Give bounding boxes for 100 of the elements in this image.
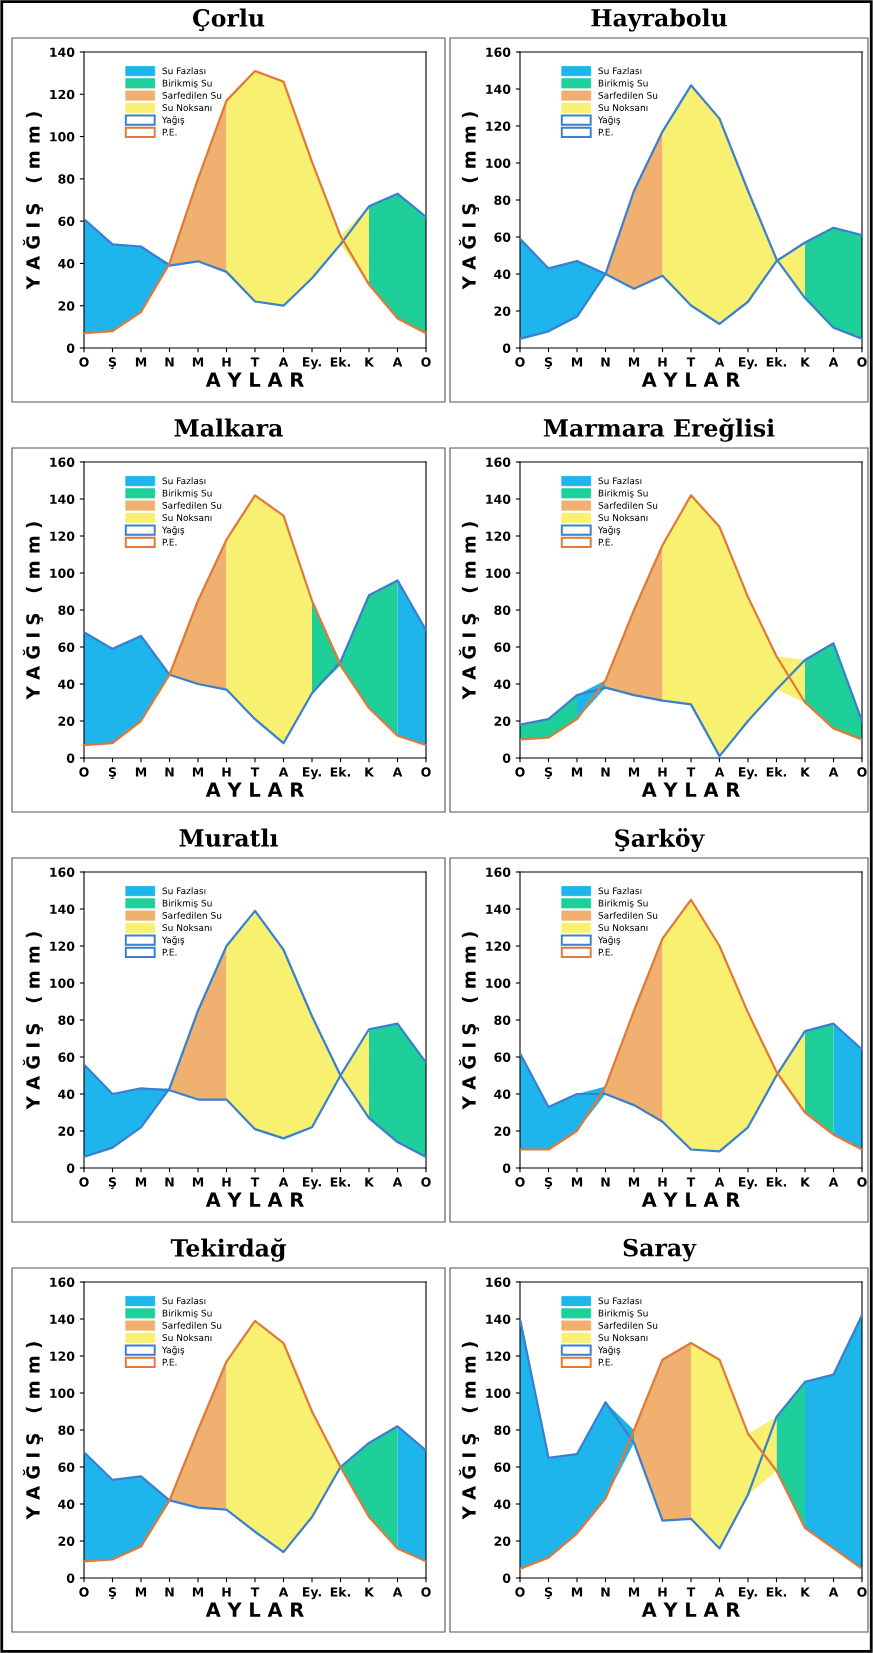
y-tick-label: 0 — [66, 753, 75, 763]
x-tick-label: Ş — [544, 1587, 553, 1599]
y-tick-label: 60 — [58, 1462, 75, 1472]
x-axis-title: A Y L A R — [205, 782, 304, 797]
x-tick-label: A — [828, 357, 839, 367]
x-tick-label: M — [571, 1587, 583, 1597]
x-tick-label: M — [135, 357, 147, 367]
y-tick-label: 120 — [50, 941, 75, 951]
x-tick-label: K — [801, 1587, 811, 1597]
x-tick-label: O — [79, 357, 89, 367]
x-tick-label: T — [250, 767, 260, 777]
legend-label: Su Noksanı — [598, 1334, 648, 1342]
line-series — [84, 909, 426, 1159]
x-tick-label: M — [135, 767, 147, 777]
x-tick-label: Ş — [544, 357, 553, 369]
line-series — [84, 69, 426, 335]
legend-label: Su Noksanı — [598, 514, 648, 522]
y-axis-title: Y A Ğ I Ş ( m m ) — [22, 932, 44, 1110]
y-tick-label: 120 — [50, 1351, 75, 1361]
x-axis-title: A Y L A R — [205, 1602, 304, 1617]
x-tick-label: A — [714, 1587, 725, 1597]
y-tick-label: 0 — [502, 753, 511, 763]
chart-title: Malkara — [174, 418, 283, 437]
x-tick-label: M — [192, 1587, 204, 1597]
y-tick-label: 40 — [494, 679, 511, 689]
x-tick-label: T — [686, 357, 696, 367]
x-tick-label: N — [601, 1587, 610, 1597]
y-tick-label: 40 — [58, 679, 75, 689]
y-tick-label: 120 — [486, 941, 511, 951]
x-tick-label: O — [515, 1177, 525, 1187]
y-tick-label: 40 — [58, 1499, 75, 1509]
x-tick-label: O — [857, 357, 867, 367]
x-tick-label: A — [392, 1587, 403, 1597]
y-tick-label: 40 — [494, 269, 511, 279]
x-tick-label: K — [801, 1177, 811, 1187]
y-tick-label: 140 — [50, 904, 75, 914]
chart-title: Muratlı — [179, 828, 278, 847]
legend-label: Yağış — [597, 1346, 621, 1356]
x-tick-label: A — [828, 767, 839, 777]
x-tick-label: O — [857, 767, 867, 777]
chart-title: Saray — [623, 1238, 697, 1262]
line-series — [84, 1319, 426, 1563]
x-tick-label: H — [658, 767, 667, 777]
y-tick-label: 0 — [502, 1163, 511, 1173]
legend-label: Sarfedilen Su — [162, 91, 222, 99]
x-tick-label: A — [278, 767, 289, 777]
chart-title: Hayrabolu — [591, 8, 727, 32]
x-tick-label: A — [278, 1177, 289, 1187]
y-axis-title: Y A Ğ I Ş ( m m ) — [458, 522, 480, 700]
legend-label: Sarfedilen Su — [162, 501, 222, 509]
x-tick-label: M — [135, 1177, 147, 1187]
y-tick-label: 20 — [58, 1126, 75, 1136]
x-tick-label: M — [571, 357, 583, 367]
y-tick-label: 80 — [58, 1425, 75, 1435]
x-tick-label: N — [165, 767, 174, 777]
x-tick-label: A — [392, 767, 403, 777]
x-tick-label: O — [79, 1177, 89, 1187]
y-tick-label: 100 — [486, 158, 511, 168]
x-axis-title: A Y L A R — [641, 1192, 740, 1207]
x-tick-label: T — [686, 1587, 696, 1597]
x-tick-label: Ey. — [739, 767, 757, 780]
legend-label: Su Fazlası — [598, 887, 642, 895]
y-tick-label: 40 — [58, 1089, 75, 1099]
y-tick-label: 20 — [494, 716, 511, 726]
x-tick-label: T — [686, 1177, 696, 1187]
y-tick-label: 120 — [486, 1351, 511, 1361]
y-tick-label: 160 — [486, 47, 511, 57]
y-tick-label: 140 — [50, 47, 75, 57]
x-tick-label: Ek. — [330, 1587, 351, 1597]
legend-label: P.E. — [598, 128, 613, 136]
x-axis-title: A Y L A R — [205, 1192, 304, 1207]
legend-label: Birikmiş Su — [598, 899, 648, 909]
legend-label: Sarfedilen Su — [162, 911, 222, 919]
legend-label: Su Noksanı — [162, 104, 212, 112]
x-tick-label: T — [686, 767, 696, 777]
y-tick-label: 80 — [494, 1015, 511, 1025]
y-tick-label: 100 — [50, 568, 75, 578]
y-tick-label: 0 — [502, 1573, 511, 1583]
x-axis-title: A Y L A R — [641, 1602, 740, 1617]
x-tick-label: M — [135, 1587, 147, 1597]
y-tick-label: 60 — [494, 1052, 511, 1062]
x-tick-label: Ş — [108, 357, 117, 369]
legend-label: Sarfedilen Su — [598, 91, 658, 99]
x-tick-label: M — [628, 1177, 640, 1187]
x-tick-label: M — [628, 1587, 640, 1597]
legend-label: Sarfedilen Su — [598, 911, 658, 919]
x-tick-label: Ek. — [766, 357, 787, 367]
y-axis-title: Y A Ğ I Ş ( m m ) — [22, 522, 44, 700]
legend-label: Yağış — [161, 936, 185, 946]
x-axis-title: A Y L A R — [641, 372, 740, 387]
y-tick-label: 60 — [58, 642, 75, 652]
y-axis-title: Y A Ğ I Ş ( m m ) — [458, 932, 480, 1110]
x-tick-label: O — [857, 1177, 867, 1187]
x-tick-label: Ş — [544, 767, 553, 779]
x-tick-label: A — [714, 767, 725, 777]
x-tick-label: H — [658, 1177, 667, 1187]
y-tick-label: 120 — [50, 531, 75, 541]
legend-label: P.E. — [598, 1358, 613, 1366]
x-tick-label: H — [222, 1177, 231, 1187]
y-tick-label: 80 — [58, 1015, 75, 1025]
